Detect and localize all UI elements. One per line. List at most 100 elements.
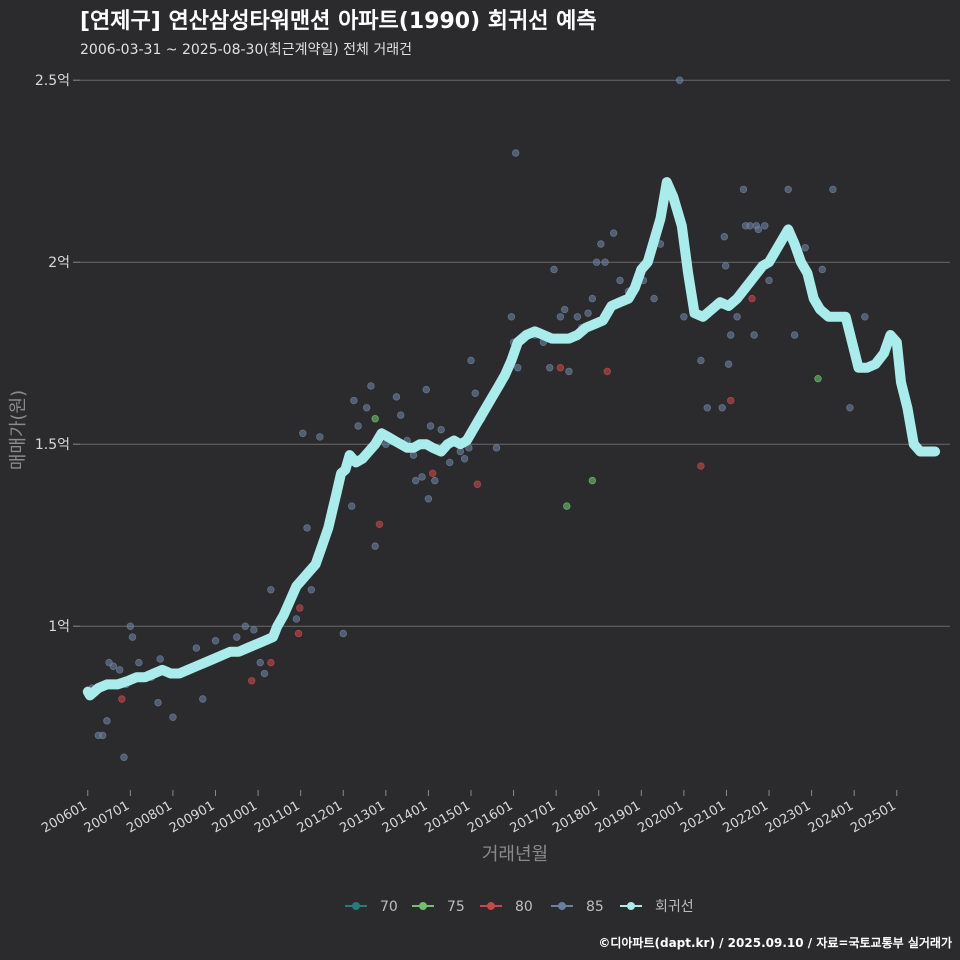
- x-tick-label: 202201: [721, 798, 771, 836]
- data-point-85: [348, 502, 356, 510]
- data-point-85: [362, 404, 371, 412]
- data-point-85: [211, 637, 220, 645]
- x-tick-label: 201301: [337, 798, 387, 836]
- data-point-85: [250, 626, 258, 634]
- data-point-85: [471, 389, 479, 397]
- data-point-85: [680, 313, 688, 321]
- data-point-85: [418, 473, 426, 481]
- data-point-80: [748, 294, 756, 303]
- x-tick-label: 200801: [124, 798, 174, 836]
- x-tick-label: 201701: [508, 798, 558, 836]
- data-point-85: [650, 294, 658, 303]
- data-point-85: [445, 458, 454, 467]
- data-point-85: [367, 382, 375, 390]
- data-point-85: [98, 731, 107, 740]
- x-tick-label: 201201: [295, 798, 345, 836]
- data-point-85: [260, 669, 269, 678]
- data-point-80: [118, 695, 126, 703]
- gridlines: [80, 79, 950, 627]
- data-point-85: [128, 633, 137, 641]
- data-point-85: [754, 225, 763, 234]
- data-point-75: [814, 374, 822, 383]
- legend-swatch-dot: [419, 902, 427, 910]
- legend-swatch-dot: [352, 902, 360, 910]
- data-point-85: [431, 476, 439, 485]
- data-point-85: [514, 364, 522, 372]
- data-point-80: [727, 396, 735, 405]
- data-point-85: [467, 356, 475, 365]
- data-point-85: [116, 666, 124, 674]
- data-point-85: [765, 276, 773, 285]
- data-point-85: [592, 258, 601, 266]
- x-tick-label: 200601: [39, 798, 89, 836]
- data-point-85: [192, 644, 201, 652]
- x-tick-label: 201601: [465, 798, 515, 836]
- x-axis-title: 거래년월: [482, 844, 548, 865]
- legend: 70 75 80 85 회귀선: [345, 899, 694, 915]
- data-point-85: [267, 586, 275, 594]
- regression-line: [82, 177, 941, 701]
- y-tick-label: 2억: [48, 255, 70, 271]
- data-point-85: [409, 451, 418, 459]
- legend-swatch-dot: [558, 902, 566, 910]
- data-point-85: [154, 698, 162, 707]
- data-point-85: [597, 240, 605, 248]
- data-point-85: [339, 629, 347, 638]
- data-point-85: [303, 524, 311, 532]
- y-axis-title: 매매가(원): [8, 390, 29, 470]
- scatter-points: [88, 76, 869, 761]
- regression-line-layer: [82, 177, 941, 701]
- data-point-85: [424, 495, 433, 503]
- data-point-85: [120, 753, 128, 761]
- data-point-85: [397, 411, 405, 419]
- data-point-85: [511, 149, 520, 157]
- data-point-85: [721, 262, 730, 270]
- y-tick-label: 1.5억: [35, 437, 70, 453]
- y-tick-label: 1억: [48, 619, 70, 635]
- legend-swatch-dot: [627, 902, 635, 910]
- data-point-85: [818, 265, 826, 274]
- data-point-80: [428, 469, 437, 478]
- x-tick-label: 201101: [252, 798, 302, 836]
- data-point-85: [241, 622, 250, 630]
- data-point-80: [294, 629, 303, 638]
- x-tick-label: 201401: [380, 798, 430, 836]
- x-tick-label: 200901: [167, 798, 217, 836]
- legend-label: 85: [586, 899, 604, 915]
- data-point-85: [422, 385, 430, 394]
- data-point-80: [556, 364, 565, 372]
- data-point-85: [733, 313, 741, 321]
- data-point-85: [126, 622, 135, 630]
- data-point-85: [724, 360, 733, 368]
- data-point-85: [307, 586, 316, 594]
- data-point-85: [135, 658, 143, 667]
- data-point-85: [829, 185, 837, 194]
- data-point-85: [256, 658, 264, 667]
- x-tick-label: 202401: [806, 798, 856, 836]
- data-point-85: [371, 542, 379, 550]
- axes: 1억 1.5억 2억 2.5억 2006012007012008012009012010…: [35, 73, 899, 836]
- data-point-85: [316, 433, 324, 441]
- data-point-85: [739, 185, 748, 194]
- credit-text: ©디아파트(dapt.kr) / 2025.09.10 / 자료=국토교통부 실…: [598, 935, 952, 950]
- legend-label: 회귀선: [655, 899, 694, 915]
- data-point-75: [563, 502, 571, 510]
- x-tick-label: 202501: [848, 798, 898, 836]
- data-point-85: [746, 222, 754, 230]
- x-tick-label: 202101: [678, 798, 728, 836]
- data-point-75: [371, 415, 379, 423]
- y-tick-label: 2.5억: [35, 73, 70, 89]
- data-point-85: [199, 695, 207, 703]
- data-point-85: [846, 404, 854, 412]
- data-point-85: [609, 229, 618, 237]
- data-point-85: [601, 258, 609, 266]
- x-tick-label: 201901: [593, 798, 643, 836]
- data-point-85: [354, 422, 362, 430]
- legend-swatch-dot: [487, 902, 495, 910]
- data-point-85: [169, 713, 177, 721]
- data-point-85: [718, 404, 726, 412]
- data-point-85: [460, 455, 469, 463]
- data-point-85: [350, 396, 358, 405]
